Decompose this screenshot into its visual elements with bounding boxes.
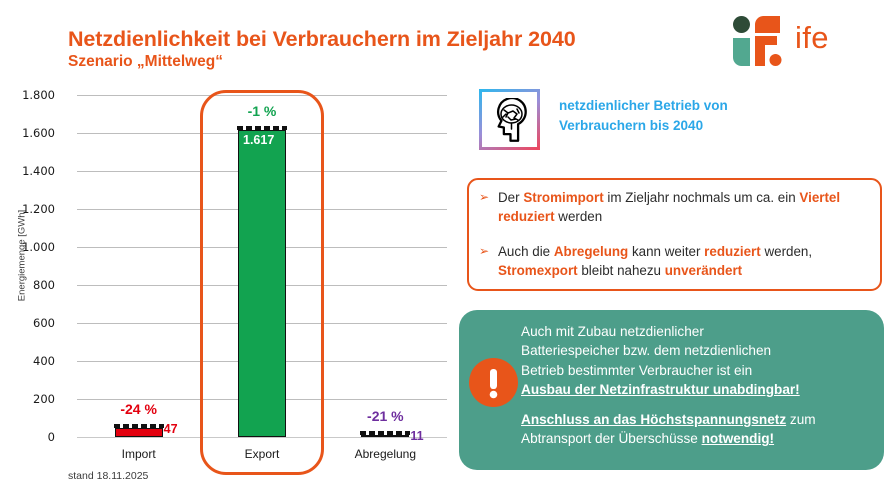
bullet-highlight: Stromimport — [523, 190, 604, 205]
alert-plain: Batteriespeicher bzw. dem netzdienlichen — [521, 343, 772, 359]
y-axis-tick-label: 1.000 — [22, 240, 55, 254]
bullet-item: ➢ Auch die Abregelung kann weiter reduzie… — [478, 243, 870, 280]
exclamation-circle-icon — [469, 358, 518, 407]
bar-fill — [238, 129, 286, 437]
bar-change-label: -1 % — [247, 102, 277, 119]
bullet-plain: Der — [498, 190, 524, 205]
bar-fill — [114, 428, 163, 437]
y-axis-tick-label: 1.400 — [22, 164, 55, 178]
bullet-plain: werden — [554, 208, 603, 224]
bullet-text: Auch die Abregelung kann weiter reduzier… — [498, 244, 812, 278]
alert-plain: Auch mit Zubau netzdienlicher — [521, 324, 704, 339]
bullet-plain: im Zieljahr nochmals um ca. ein — [603, 190, 800, 205]
bullet-plain: Auch die — [498, 244, 554, 259]
export-highlight-outline — [200, 90, 324, 475]
alert-plain: zum — [786, 412, 816, 428]
reference-marker — [113, 424, 164, 429]
gridline — [77, 437, 447, 438]
alert-emphasis: notwendig! — [701, 431, 775, 447]
bullet-highlight: reduziert — [704, 244, 761, 259]
bar-export[interactable] — [238, 129, 286, 437]
alert-text: Auch mit Zubau netzdienlicher Batteriesp… — [521, 322, 876, 449]
bar-abregelung[interactable] — [361, 434, 410, 437]
y-axis-tick-label: 800 — [33, 278, 55, 292]
bullet-text: Der Stromimport im Zieljahr nochmals um … — [498, 190, 840, 224]
page-subtitle: Szenario „Mittelweg“ — [68, 53, 224, 70]
alert-plain: Abtransport der Überschüsse — [521, 431, 702, 447]
y-axis-tick-label: 200 — [33, 392, 55, 406]
bar-value-label: 11 — [410, 428, 424, 443]
alert-callout-box: Auch mit Zubau netzdienlicher Batteriesp… — [459, 310, 884, 470]
bullet-plain: kann weiter — [628, 244, 705, 259]
bar-value-label: 47 — [163, 422, 178, 437]
y-axis-tick-label: 1.800 — [22, 88, 55, 102]
x-axis-category-import: Import — [121, 447, 156, 461]
reference-marker — [237, 125, 287, 130]
bar-value-label: 1.617 — [243, 132, 275, 147]
alert-paragraph-1: Auch mit Zubau netzdienlicher Batteriesp… — [521, 322, 876, 399]
bullet-arrow-icon: ➢ — [479, 190, 490, 204]
bullet-plain: werden, — [760, 244, 813, 259]
legend-line-2: Verbrauchern bis 2040 — [559, 117, 704, 133]
bar-fill — [361, 434, 410, 437]
gridline — [77, 95, 447, 96]
alert-paragraph-2: Anschluss an das Höchstspannungsnetz zum… — [521, 410, 876, 449]
legend-card: netzdienlicher Betrieb von Verbrauchern … — [479, 89, 879, 151]
ife-logo: ife — [731, 16, 881, 70]
x-axis-category-export: Export — [244, 447, 280, 461]
y-axis-tick-label: 400 — [33, 354, 55, 368]
bar-chart: Energiemenge [GWh] 1.800 1.600 1.400 1.200 1… — [0, 80, 455, 480]
ife-logo-icon — [731, 16, 787, 66]
bullet-highlight: unverändert — [664, 262, 743, 278]
bar-import[interactable] — [114, 428, 163, 437]
bullet-highlight: Stromexport — [498, 262, 578, 278]
alert-emphasis: Anschluss an das Höchstspannungsnetz — [521, 412, 787, 428]
x-axis-category-abregelung: Abregelung — [354, 447, 417, 461]
alert-emphasis: Ausbau der Netzinfrastruktur unabdingbar… — [521, 381, 800, 397]
bullet-highlight: Viertel reduziert — [498, 190, 841, 224]
legend-card-text: netzdienlicher Betrieb von Verbrauchern … — [559, 96, 879, 135]
logo-wordmark: ife — [795, 20, 829, 55]
brain-head-icon — [479, 89, 540, 150]
alert-plain: Betrieb bestimmter Verbraucher ist ein — [521, 362, 753, 378]
bullet-arrow-icon: ➢ — [479, 244, 490, 258]
page-title: Netzdienlichkeit bei Verbrauchern im Zie… — [68, 27, 576, 51]
y-axis-tick-label: 0 — [47, 430, 55, 444]
bullet-callout-box: ➢ Der Stromimport im Zieljahr nochmals um… — [467, 178, 882, 291]
bullet-highlight: Abregelung — [553, 244, 629, 259]
legend-line-1: netzdienlicher Betrieb von — [559, 98, 728, 113]
bullet-item: ➢ Der Stromimport im Zieljahr nochmals um… — [478, 189, 870, 226]
y-axis-tick-label: 1.200 — [22, 202, 55, 216]
bar-change-label: -21 % — [367, 407, 404, 424]
y-axis-ticks: 1.800 1.600 1.400 1.200 1.000 800 600 400 200 0 — [0, 80, 55, 480]
reference-marker — [360, 430, 411, 435]
bar-change-label: -24 % — [120, 401, 157, 418]
y-axis-tick-label: 600 — [33, 316, 55, 330]
y-axis-tick-label: 1.600 — [22, 126, 55, 140]
bullet-plain: bleibt nahezu — [577, 262, 665, 278]
alert-spacer — [521, 399, 876, 410]
stand-date: stand 18.11.2025 — [68, 470, 149, 482]
